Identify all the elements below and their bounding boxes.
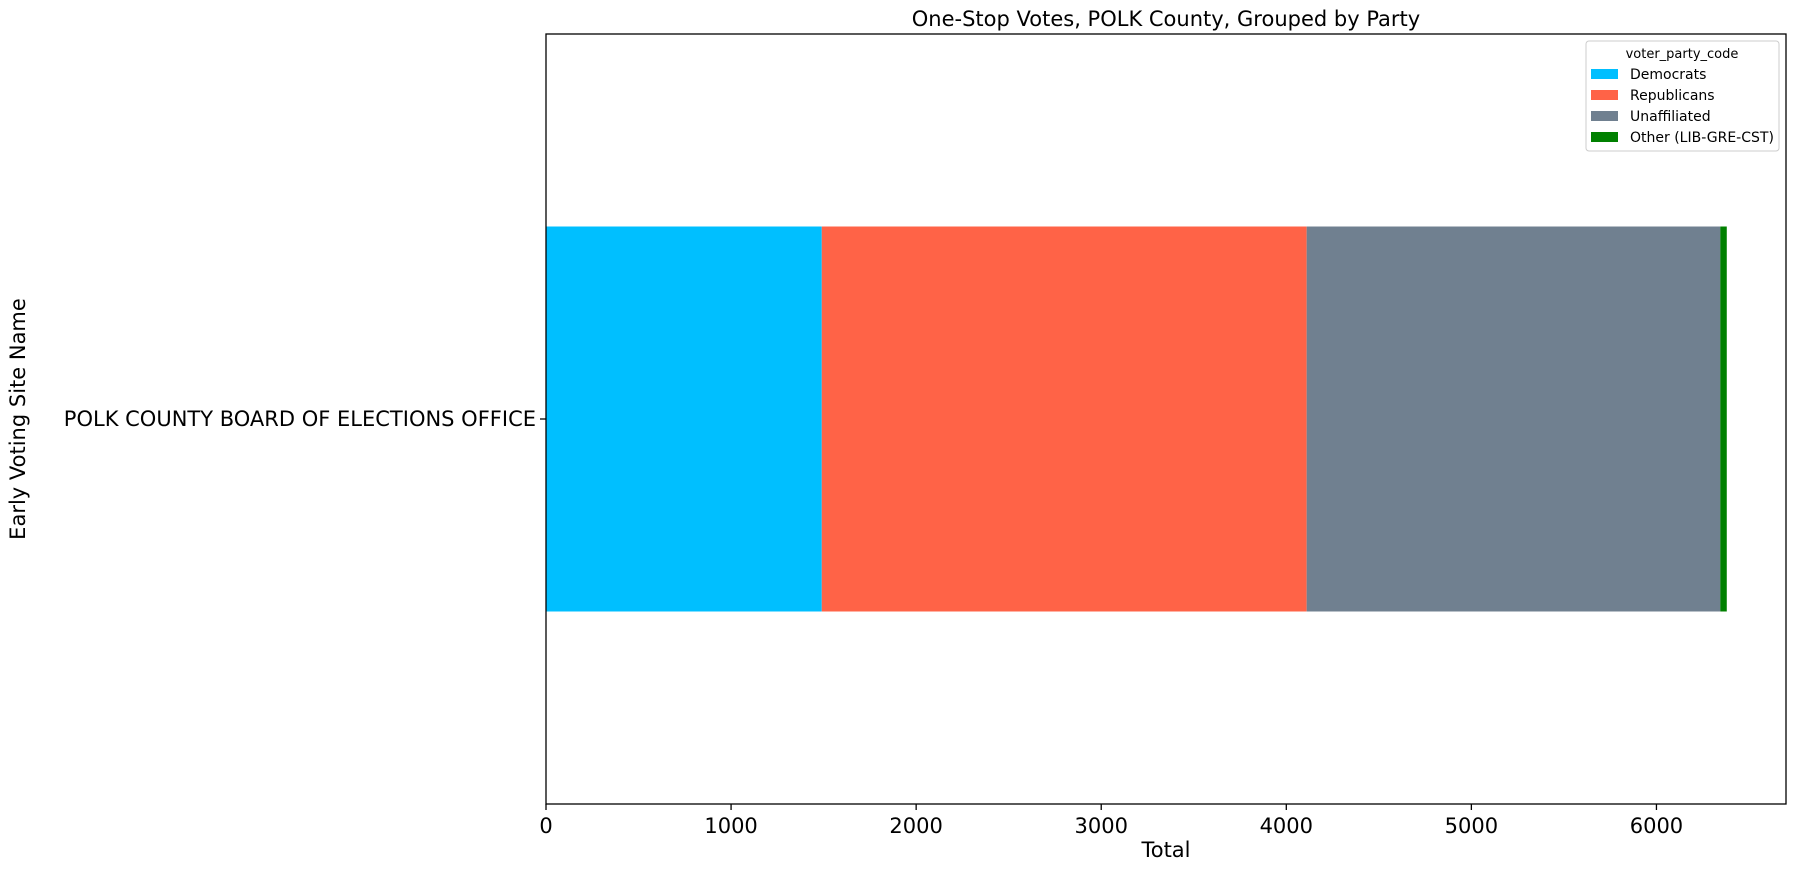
bar-democrats [546, 226, 822, 612]
x-tick-label: 3000 [1074, 814, 1127, 838]
y-axis: POLK COUNTY BOARD OF ELECTIONS OFFICE [64, 407, 546, 431]
chart-title: One-Stop Votes, POLK County, Grouped by … [912, 7, 1420, 31]
legend: voter_party_code Democrats Republicans Una… [1585, 40, 1780, 152]
legend-swatch [1591, 69, 1618, 79]
x-axis: 0 1000 2000 3000 4000 5000 6000 [539, 804, 1683, 838]
x-axis-label: Total [1140, 838, 1190, 862]
x-tick-label: 1000 [704, 814, 757, 838]
bar-other-lib-gre-cst [1720, 226, 1727, 612]
legend-label: Unaffiliated [1630, 109, 1711, 125]
legend-swatch [1591, 132, 1618, 142]
x-tick-label: 5000 [1445, 814, 1498, 838]
x-tick-label: 6000 [1630, 814, 1683, 838]
x-tick-label: 0 [539, 814, 552, 838]
legend-label: Republicans [1630, 88, 1715, 104]
bar-republicans [821, 226, 1307, 612]
bars-group [546, 226, 1727, 612]
legend-title: voter_party_code [1626, 47, 1739, 62]
x-tick-label: 4000 [1260, 814, 1313, 838]
legend-box [1585, 40, 1780, 152]
y-axis-label: Early Voting Site Name [6, 298, 30, 540]
x-tick-label: 2000 [889, 814, 942, 838]
bar-unaffiliated [1306, 226, 1721, 612]
legend-label: Other (LIB-GRE-CST) [1630, 130, 1774, 146]
legend-label: Democrats [1630, 67, 1706, 83]
legend-swatch [1591, 111, 1618, 121]
y-tick-label: POLK COUNTY BOARD OF ELECTIONS OFFICE [64, 407, 536, 431]
legend-swatch [1591, 90, 1618, 100]
